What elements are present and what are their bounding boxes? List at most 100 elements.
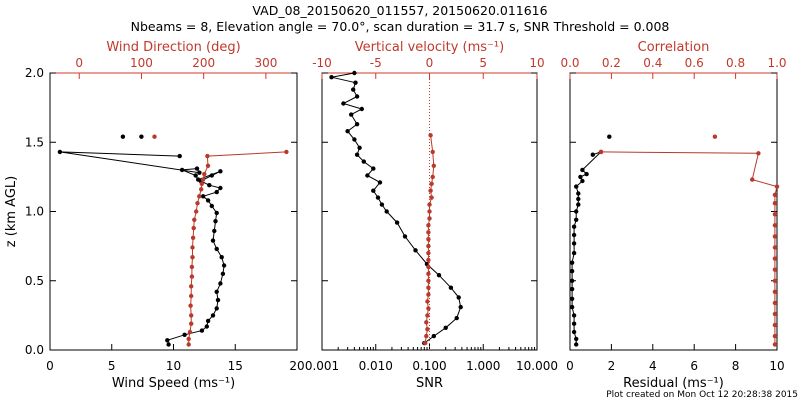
black-data-point <box>193 173 198 178</box>
red-data-point <box>426 271 431 276</box>
red-series-line <box>424 135 435 344</box>
black-data-point <box>576 191 581 196</box>
black-data-point <box>571 241 577 246</box>
red-data-point <box>426 230 431 235</box>
top-tick-label: 0.6 <box>685 56 704 70</box>
red-data-point <box>712 134 718 139</box>
plot-frame <box>569 72 778 351</box>
black-data-point <box>359 106 364 112</box>
red-data-point <box>426 264 431 270</box>
black-data-point <box>199 328 205 333</box>
black-data-point <box>576 196 581 202</box>
red-data-point <box>772 256 778 261</box>
top-tick-label: 5 <box>479 56 487 70</box>
chart-title-line1: VAD_08_20150620_011557, 20150620.011616 <box>252 3 547 18</box>
black-data-point <box>215 297 221 303</box>
red-data-point <box>426 292 431 297</box>
black-data-point <box>394 220 400 225</box>
top-axis-title: Correlation <box>638 40 710 55</box>
red-data-point <box>429 181 434 186</box>
red-data-point <box>431 163 436 168</box>
black-data-point <box>402 234 408 239</box>
red-data-point <box>186 342 191 347</box>
black-data-point <box>371 188 376 193</box>
black-data-point <box>139 134 144 139</box>
black-data-point <box>214 289 219 294</box>
red-data-point <box>426 285 431 290</box>
black-data-point <box>218 169 223 174</box>
red-data-point <box>772 212 778 217</box>
y-tick-label: 0.5 <box>25 274 44 288</box>
red-data-point <box>430 174 435 180</box>
black-data-point <box>219 255 224 260</box>
black-data-point <box>351 87 356 92</box>
red-data-point <box>189 284 194 289</box>
black-data-point <box>571 224 577 229</box>
red-data-point <box>772 300 778 306</box>
black-data-point <box>213 219 218 224</box>
black-data-point <box>209 203 214 209</box>
black-data-point <box>212 228 217 234</box>
top-axis-title: Vertical velocity (ms⁻¹) <box>355 40 504 55</box>
red-data-point <box>426 223 431 228</box>
red-data-point <box>152 134 157 139</box>
residual-panel: 0 2 4 6 8 10 0.0 0.2 0.4 0.6 0.8 1.0 Residual (ms⁻¹)… <box>560 40 786 391</box>
black-data-point <box>210 313 216 318</box>
top-tick-label: 0.4 <box>643 56 662 70</box>
red-data-point <box>772 342 778 347</box>
black-data-point <box>205 318 211 324</box>
red-data-point <box>429 195 434 200</box>
bottom-axis-title: Residual (ms⁻¹) <box>623 376 724 391</box>
red-data-point <box>426 257 431 263</box>
red-data-point <box>425 313 430 318</box>
bottom-tick-label: 0.001 <box>305 359 339 373</box>
red-data-point <box>423 340 428 346</box>
red-data-point <box>189 293 194 299</box>
top-tick-label: -10 <box>312 56 332 70</box>
black-data-point <box>210 238 216 243</box>
black-data-point <box>431 333 436 339</box>
bottom-tick-label: 0.100 <box>412 359 446 373</box>
black-data-point <box>221 263 227 268</box>
black-data-point <box>329 75 334 80</box>
top-tick-label: 300 <box>254 56 277 70</box>
red-data-point <box>199 181 204 186</box>
red-data-point <box>772 223 778 228</box>
black-data-point <box>574 336 579 342</box>
red-data-point <box>430 149 435 155</box>
red-data-point <box>772 333 778 339</box>
bottom-tick-label: 6 <box>690 359 698 373</box>
red-data-point <box>426 243 431 249</box>
red-data-point <box>425 299 430 304</box>
black-data-point <box>214 306 219 311</box>
black-data-point <box>352 70 357 76</box>
red-data-point <box>772 322 778 328</box>
black-data-point <box>371 166 376 171</box>
black-data-point <box>196 177 201 182</box>
y-tick-label: 1.0 <box>25 205 44 219</box>
red-data-point <box>426 237 431 242</box>
black-data-point <box>165 338 170 343</box>
black-data-point <box>345 129 350 134</box>
top-tick-label: 100 <box>130 56 153 70</box>
bottom-tick-label: 10 <box>769 359 784 373</box>
red-data-point <box>186 336 191 342</box>
red-data-point <box>426 250 431 256</box>
top-tick-label: 0.0 <box>560 56 579 70</box>
bottom-tick-label: 0 <box>566 359 574 373</box>
red-data-point <box>189 321 194 326</box>
red-data-point <box>427 209 432 214</box>
black-data-point <box>194 166 200 171</box>
black-data-point <box>584 171 589 177</box>
red-data-point <box>191 225 196 231</box>
black-data-point <box>214 210 219 216</box>
red-data-point <box>772 201 778 206</box>
black-data-point <box>569 278 575 283</box>
black-data-point <box>590 152 595 157</box>
black-data-point <box>166 342 171 347</box>
black-data-point <box>120 134 126 139</box>
black-data-point <box>569 296 575 301</box>
top-tick-label: 0.2 <box>602 56 621 70</box>
red-data-point <box>774 184 780 189</box>
